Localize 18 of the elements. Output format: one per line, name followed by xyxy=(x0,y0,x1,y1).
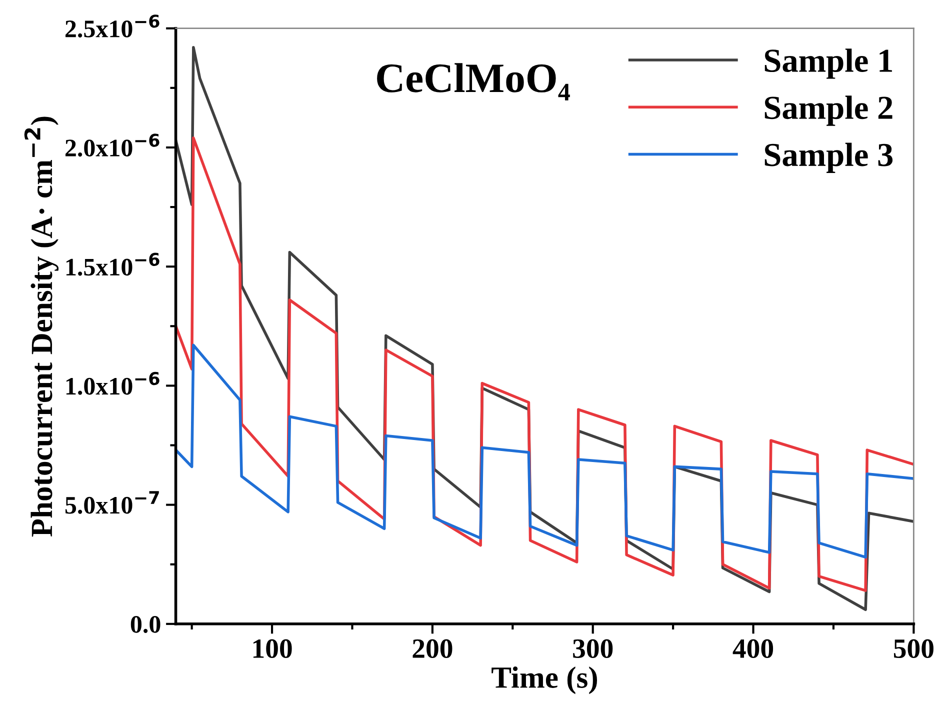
text: CeClMoO₄ xyxy=(377,63,570,100)
y-tick-label: 5.0x10$^{−7}$ xyxy=(65,491,159,514)
y-tick-label: 2.0x10$^{−6}$ xyxy=(65,134,160,157)
legend-label: Sample 2 xyxy=(764,96,892,126)
x-tick-label: 100 xyxy=(253,639,292,658)
y-tick-label: 0.0 xyxy=(130,616,160,633)
x-tick-label: 400 xyxy=(732,639,774,658)
x-tick-label: 300 xyxy=(573,639,613,658)
y-tick-label: 1.0x10$^{−6}$ xyxy=(66,372,160,395)
x-axis-title: Time (s) xyxy=(492,666,597,694)
y-tick-label: 1.5x10$^{−6}$ xyxy=(66,252,160,276)
x-tick-label: 500 xyxy=(894,639,934,658)
line-series xyxy=(176,344,914,559)
y-axis-title: Photocurrent Density (A· cm$^{−2}$) xyxy=(24,116,59,537)
legend-label: Sample 3 xyxy=(764,142,893,173)
x-tick-label: 200 xyxy=(412,639,452,658)
y-tick-label: 2.5x10$^{−6}$ xyxy=(65,14,160,38)
legend-label: Sample 1 xyxy=(764,48,892,79)
